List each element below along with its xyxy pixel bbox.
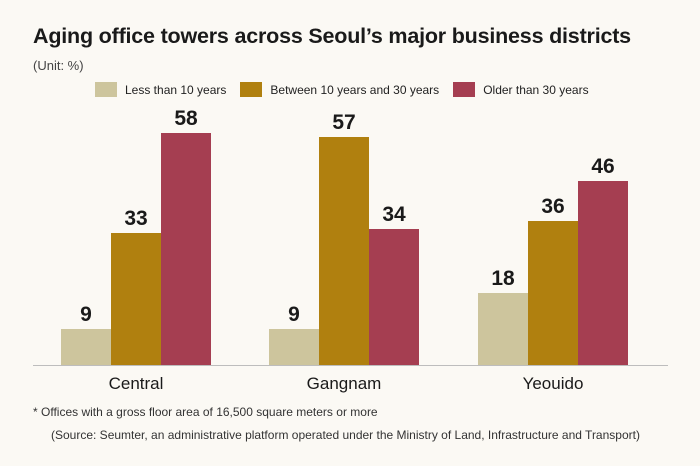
bar-yeouido-less-than-10 [478, 293, 528, 365]
chart-title: Aging office towers across Seoul’s major… [33, 24, 631, 48]
bar-gangnam-less-than-10 [269, 329, 319, 365]
legend-label-older-than-30: Older than 30 years [483, 82, 589, 97]
legend-swatch-10-to-30 [240, 82, 263, 97]
data-label-yeouido-less-than-10: 18 [491, 267, 515, 290]
data-label-central-older-than-30: 58 [174, 107, 198, 130]
category-label-yeouido: Yeouido [523, 374, 584, 393]
bar-gangnam-older-than-30 [369, 229, 419, 365]
data-label-yeouido-older-than-30: 46 [591, 155, 614, 178]
bar-yeouido-10-to-30 [528, 221, 578, 365]
bar-central-10-to-30 [111, 233, 161, 365]
legend: Less than 10 years Between 10 years and … [95, 82, 603, 97]
category-label-central: Central [109, 374, 164, 393]
legend-item-10-to-30: Between 10 years and 30 years [240, 82, 439, 97]
bar-central-older-than-30 [161, 133, 211, 365]
legend-label-10-to-30: Between 10 years and 30 years [270, 82, 440, 97]
data-label-gangnam-older-than-30: 34 [382, 203, 406, 226]
legend-swatch-less-than-10 [95, 82, 117, 97]
bar-gangnam-10-to-30 [319, 137, 369, 365]
legend-label-less-than-10: Less than 10 years [125, 82, 227, 97]
unit-label: (Unit: %) [33, 58, 84, 73]
footnote: * Offices with a gross floor area of 16,… [33, 405, 378, 419]
data-label-gangnam-less-than-10: 9 [288, 303, 300, 326]
legend-item-less-than-10: Less than 10 years [95, 82, 226, 97]
legend-item-older-than-30: Older than 30 years [453, 82, 589, 97]
data-label-yeouido-10-to-30: 36 [541, 195, 564, 218]
category-label-gangnam: Gangnam [307, 374, 382, 393]
data-label-gangnam-10-to-30: 57 [332, 111, 355, 134]
bar-central-less-than-10 [61, 329, 111, 365]
legend-swatch-older-than-30 [453, 82, 476, 97]
bar-yeouido-older-than-30 [578, 181, 628, 365]
data-label-central-less-than-10: 9 [80, 303, 92, 326]
data-label-central-10-to-30: 33 [124, 207, 147, 230]
source-note: (Source: Seumter, an administrative plat… [51, 428, 640, 442]
